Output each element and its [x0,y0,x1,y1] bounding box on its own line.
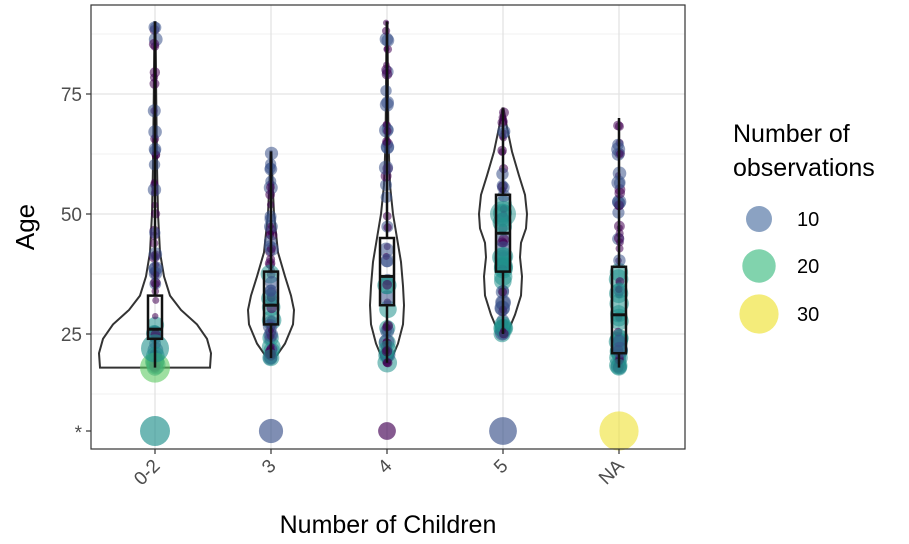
y-tick-label-missing: * [75,423,83,444]
legend-label-30: 30 [797,304,819,326]
legend-key-10 [746,206,772,232]
missing-age-point-0-2 [140,416,170,446]
data-point [381,254,394,267]
y-tick-label: 50 [61,205,82,226]
missing-age-point-NA [599,411,638,450]
data-point [613,335,625,347]
data-point [382,280,392,290]
data-point [265,284,277,296]
legend-key-30 [739,294,778,333]
y-tick-label: 25 [61,325,82,346]
legend-title: observations [733,154,875,182]
data-point [490,201,516,227]
y-axis-title: Age [10,204,40,250]
missing-age-point-3 [259,419,283,443]
legend-key-20 [742,249,775,282]
legend-title: Number of [733,120,850,148]
data-point [152,313,158,319]
y-tick-label: 75 [61,85,82,106]
x-axis-title: Number of Children [280,511,497,539]
legend-label-10: 10 [797,209,819,231]
missing-age-point-4 [378,422,396,440]
missing-age-point-5 [489,417,517,445]
data-point [152,297,159,304]
legend-label-20: 20 [797,256,819,278]
